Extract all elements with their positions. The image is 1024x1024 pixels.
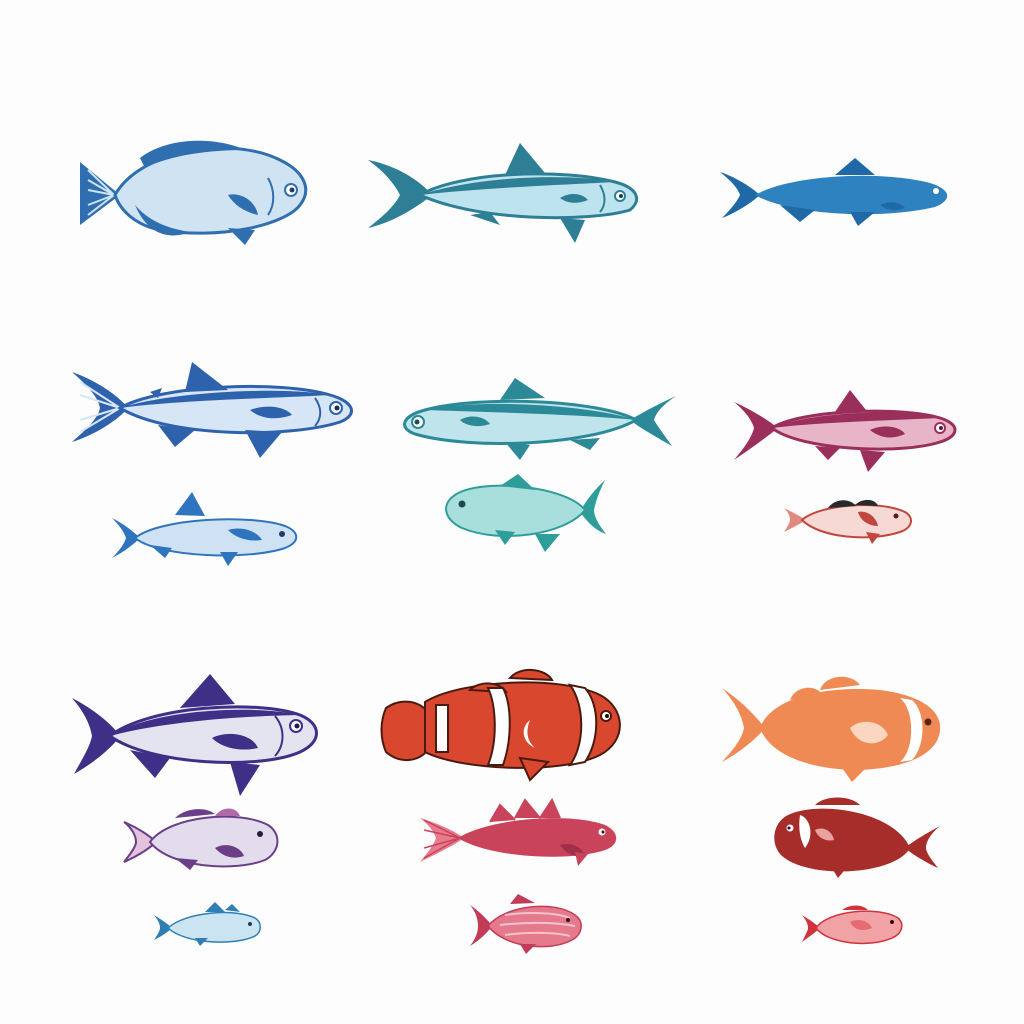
small-blue-fish-icon <box>154 902 261 946</box>
tuna-icon <box>72 674 318 796</box>
bream-icon <box>80 140 308 245</box>
striped-fish-icon <box>470 894 582 954</box>
trout-icon <box>403 378 676 460</box>
herring-icon <box>720 158 948 226</box>
goby-icon <box>784 499 912 544</box>
grouper-icon <box>123 808 279 870</box>
orange-clownfish-icon <box>722 676 941 782</box>
clownfish-icon <box>380 669 621 782</box>
small-red-fish-icon <box>802 905 903 945</box>
rockfish-icon <box>420 797 617 866</box>
tilapia-icon <box>445 474 606 552</box>
red-grouper-icon <box>774 797 940 878</box>
mackerel-icon <box>368 143 639 243</box>
sardine-icon <box>112 492 298 566</box>
snapper-icon <box>734 390 957 472</box>
salmon-icon <box>72 362 353 458</box>
